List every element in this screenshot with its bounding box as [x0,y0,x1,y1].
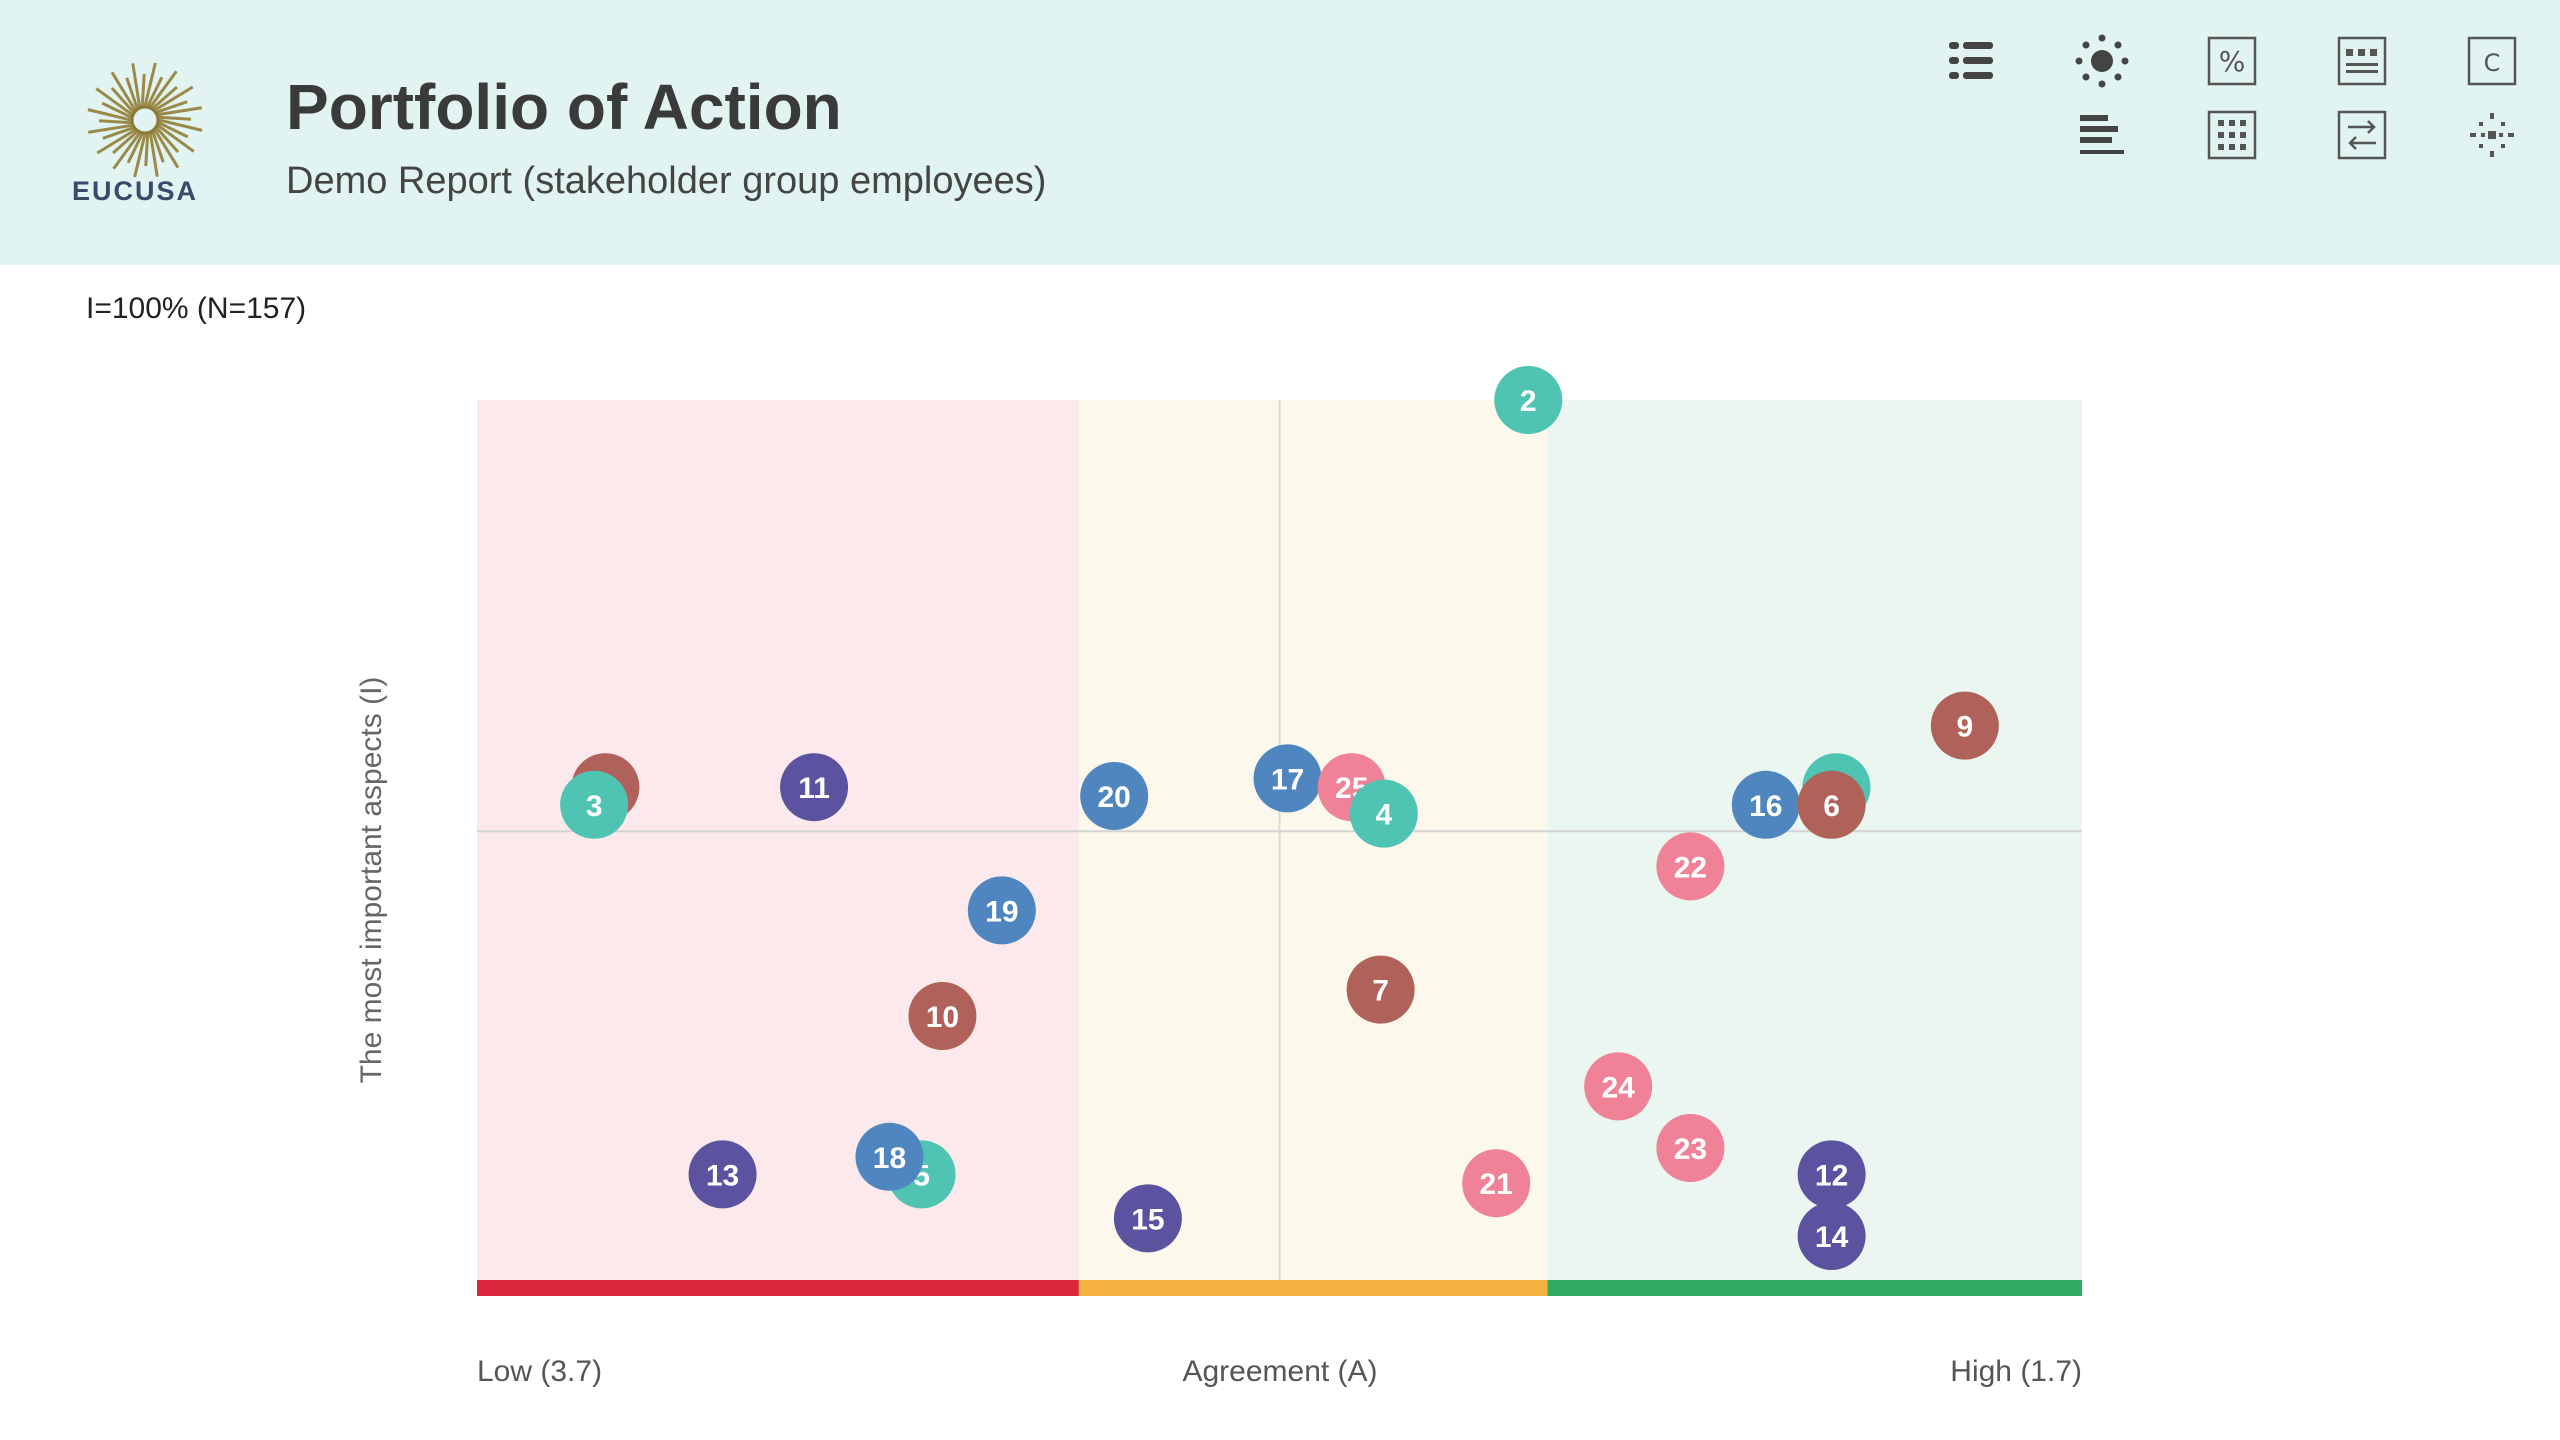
data-point-label: 9 [1956,711,1973,744]
data-point-22 [1656,832,1725,901]
list-view-icon[interactable] [1942,32,2000,90]
data-point-label: 6 [1823,790,1840,823]
data-point-label: 11 [798,772,830,805]
data-point-4 [1349,779,1418,848]
report-header: EUCUSA Portfolio of Action Demo Report (… [0,0,2560,265]
data-point-16 [1731,770,1800,839]
data-point-label: 21 [1479,1168,1512,1201]
data-point-label: 19 [985,895,1018,928]
data-point-label: 22 [1674,851,1707,884]
data-point-label: 18 [873,1142,906,1175]
zone-bar-high [1547,1280,2082,1296]
page-title: Portfolio of Action [286,71,842,143]
data-point-17 [1253,744,1322,813]
zone-low [477,400,1079,1280]
data-point-7 [1346,955,1415,1024]
sun-icon[interactable] [2073,32,2131,90]
data-point-11 [780,753,849,822]
svg-text:C: C [2484,49,2501,77]
svg-text:%: % [2219,45,2246,78]
data-point-label: 13 [706,1159,739,1192]
y-axis-label: The most important aspects (I) [355,676,388,1084]
logo-text: EUCUSA [72,176,199,206]
scatter-icon[interactable] [2463,106,2521,164]
data-point-23 [1656,1114,1725,1182]
data-point-label: 24 [1601,1071,1635,1104]
zone-mid [1078,400,1548,1280]
data-point-18 [855,1122,924,1191]
data-point-12 [1797,1140,1866,1209]
data-point-label: 17 [1271,763,1304,796]
data-point-21 [1462,1149,1531,1218]
x-axis-low-label: Low (3.7) [477,1355,603,1388]
zone-bar-mid [1078,1280,1548,1296]
zone-bar-low [477,1280,1079,1296]
grid-view-icon[interactable] [2203,106,2261,164]
data-point-13 [688,1140,757,1209]
data-point-label: 23 [1674,1133,1707,1166]
data-point-label: 20 [1097,781,1130,814]
data-point-label: 16 [1749,790,1782,823]
data-point-14 [1797,1202,1866,1270]
data-point-20 [1080,762,1149,830]
table-view-icon[interactable] [2333,32,2391,90]
data-point-24 [1584,1052,1653,1121]
data-point-19 [967,876,1036,945]
x-axis-high-label: High (1.7) [1950,1355,2082,1388]
data-point-label: 10 [926,1001,959,1034]
bar-list-icon[interactable] [2073,106,2131,164]
data-point-15 [1113,1184,1182,1253]
c-icon[interactable]: C [2463,32,2521,90]
data-point-label: 2 [1520,385,1537,418]
data-point-label: 14 [1815,1221,1849,1254]
swap-icon[interactable] [2333,106,2391,164]
data-point-label: 12 [1815,1159,1848,1192]
data-point-label: 3 [586,790,603,823]
data-point-label: 7 [1372,975,1389,1008]
data-point-6 [1797,770,1866,839]
sample-info: I=100% (N=157) [86,292,307,325]
x-axis-label: Agreement (A) [1182,1355,1378,1388]
data-point-2 [1494,366,1563,434]
data-point-label: 15 [1131,1203,1164,1236]
data-point-label: 4 [1375,799,1392,832]
data-point-10 [908,982,977,1050]
data-point-3 [560,770,629,839]
zone-high [1547,400,2082,1280]
eucusa-logo-icon [87,62,203,178]
page-subtitle: Demo Report (stakeholder group employees… [286,160,1047,202]
data-point-9 [1930,691,1999,760]
percent-icon[interactable]: % [2203,32,2261,90]
